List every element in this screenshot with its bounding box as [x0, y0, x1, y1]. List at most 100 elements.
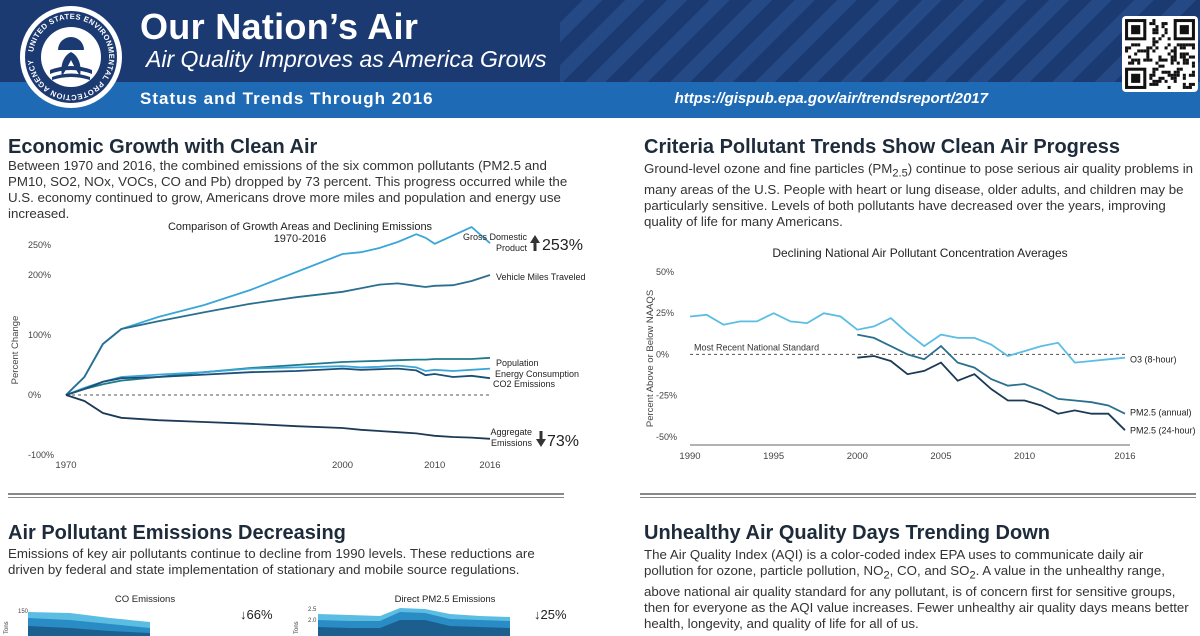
series-line — [857, 355, 1126, 431]
epa-seal-icon: UNITED STATES ENVIRONMENTAL PROTECTION A… — [20, 6, 122, 108]
qr-module — [1173, 79, 1177, 83]
qr-module — [1152, 67, 1156, 71]
qr-module — [1179, 67, 1183, 71]
section-heading-criteria: Criteria Pollutant Trends Show Clean Air… — [644, 136, 1121, 158]
section-heading-econ: Economic Growth with Clean Air — [8, 136, 318, 158]
qr-module — [1188, 85, 1192, 89]
qr-module — [1140, 49, 1144, 53]
qr-module — [1167, 52, 1171, 56]
x-tick-label: 1990 — [679, 451, 700, 460]
qr-module — [1176, 43, 1180, 47]
y-axis-label: Tons — [294, 621, 300, 634]
co-change-value: 66% — [246, 607, 273, 622]
qr-module — [1176, 67, 1180, 71]
qr-module — [1155, 82, 1159, 86]
series-label-o3: O3 (8-hour) — [1130, 355, 1177, 365]
qr-module — [1128, 55, 1132, 59]
qr-module — [1191, 73, 1195, 77]
pm-emissions-chart: 2.5 2.0 Tons — [294, 607, 510, 636]
header-stripes — [560, 0, 1200, 82]
qr-module — [1149, 58, 1153, 62]
qr-module — [1164, 31, 1168, 35]
series-label-aggregate: Emissions — [491, 438, 533, 448]
y-axis-label: Percent Change — [10, 316, 21, 385]
section-heading-aqi: Unhealthy Air Quality Days Trending Down — [644, 522, 1050, 544]
qr-code-icon[interactable] — [1122, 16, 1198, 92]
qr-module — [1152, 82, 1156, 86]
qr-module — [1164, 28, 1168, 32]
qr-module — [1146, 55, 1150, 59]
standard-reference-label: Most Recent National Standard — [694, 342, 819, 352]
series-line — [65, 225, 491, 396]
qr-module — [1173, 55, 1177, 59]
qr-module — [1152, 31, 1156, 35]
qr-module — [1182, 76, 1186, 80]
qr-module — [1188, 82, 1192, 86]
qr-module — [1161, 64, 1165, 68]
qr-module — [1143, 49, 1147, 53]
qr-module — [1149, 22, 1153, 26]
qr-module — [1188, 73, 1192, 77]
qr-module — [1191, 64, 1195, 68]
qr-module — [1146, 52, 1150, 56]
qr-module — [1155, 67, 1159, 71]
qr-module — [1185, 61, 1189, 65]
qr-module — [1152, 43, 1156, 47]
qr-module — [1152, 37, 1156, 41]
y-axis-label: Tons — [4, 621, 10, 634]
qr-module — [1191, 82, 1195, 86]
gdp-change-callout: 253% — [542, 237, 583, 254]
qr-module — [1161, 76, 1165, 80]
qr-module — [1173, 76, 1177, 80]
status-heading: Status and Trends Through 2016 — [140, 89, 434, 108]
section-divider-left — [8, 493, 564, 498]
qr-module — [1158, 76, 1162, 80]
qr-module — [1179, 46, 1183, 50]
qr-module — [1149, 73, 1153, 77]
qr-module — [1182, 85, 1186, 89]
qr-module — [1182, 55, 1186, 59]
x-tick-label: 2016 — [1114, 451, 1135, 460]
x-tick-label: 2000 — [847, 451, 868, 460]
qr-module — [1185, 58, 1189, 62]
y-tick-label: 100% — [28, 330, 51, 340]
qr-module — [1170, 49, 1174, 53]
qr-module — [1161, 22, 1165, 26]
y-tick-label: 150 — [18, 609, 29, 615]
qr-module — [1155, 61, 1159, 65]
section-heading-emissions: Air Pollutant Emissions Decreasing — [8, 522, 346, 544]
qr-module — [1158, 37, 1162, 41]
series-line — [857, 333, 1126, 415]
qr-module — [1167, 73, 1171, 77]
qr-module — [1161, 70, 1165, 74]
down-arrow-icon: ↓ — [240, 607, 247, 622]
qr-module — [1149, 82, 1153, 86]
page-title: Our Nation’s Air — [140, 6, 419, 47]
qr-module — [1128, 61, 1132, 65]
qr-module — [1161, 58, 1165, 62]
qr-module — [1164, 79, 1168, 83]
qr-module — [1152, 28, 1156, 32]
series-label-population: Population — [496, 358, 539, 368]
qr-module — [1152, 70, 1156, 74]
qr-module — [1179, 55, 1183, 59]
qr-module — [1167, 37, 1171, 41]
report-link[interactable]: https://gispub.epa.gov/air/trendsreport/… — [674, 90, 988, 107]
qr-module — [1158, 58, 1162, 62]
qr-module — [1134, 43, 1138, 47]
page-subtitle: Air Quality Improves as America Grows — [146, 46, 547, 72]
qr-module — [1185, 43, 1189, 47]
series-line — [65, 274, 491, 396]
y-tick-label: -50% — [656, 432, 677, 442]
qr-module — [1176, 61, 1180, 65]
qr-module — [1182, 61, 1186, 65]
section-text-econ: Between 1970 and 2016, the combined emis… — [8, 158, 568, 221]
qr-module — [1152, 19, 1156, 23]
up-arrow-icon — [530, 235, 540, 251]
series-line — [65, 364, 491, 396]
x-tick-label: 2016 — [479, 460, 500, 471]
qr-module — [1125, 46, 1129, 50]
y-tick-label: 25% — [656, 308, 674, 318]
y-tick-label: -100% — [28, 450, 54, 460]
qr-module — [1173, 49, 1177, 53]
